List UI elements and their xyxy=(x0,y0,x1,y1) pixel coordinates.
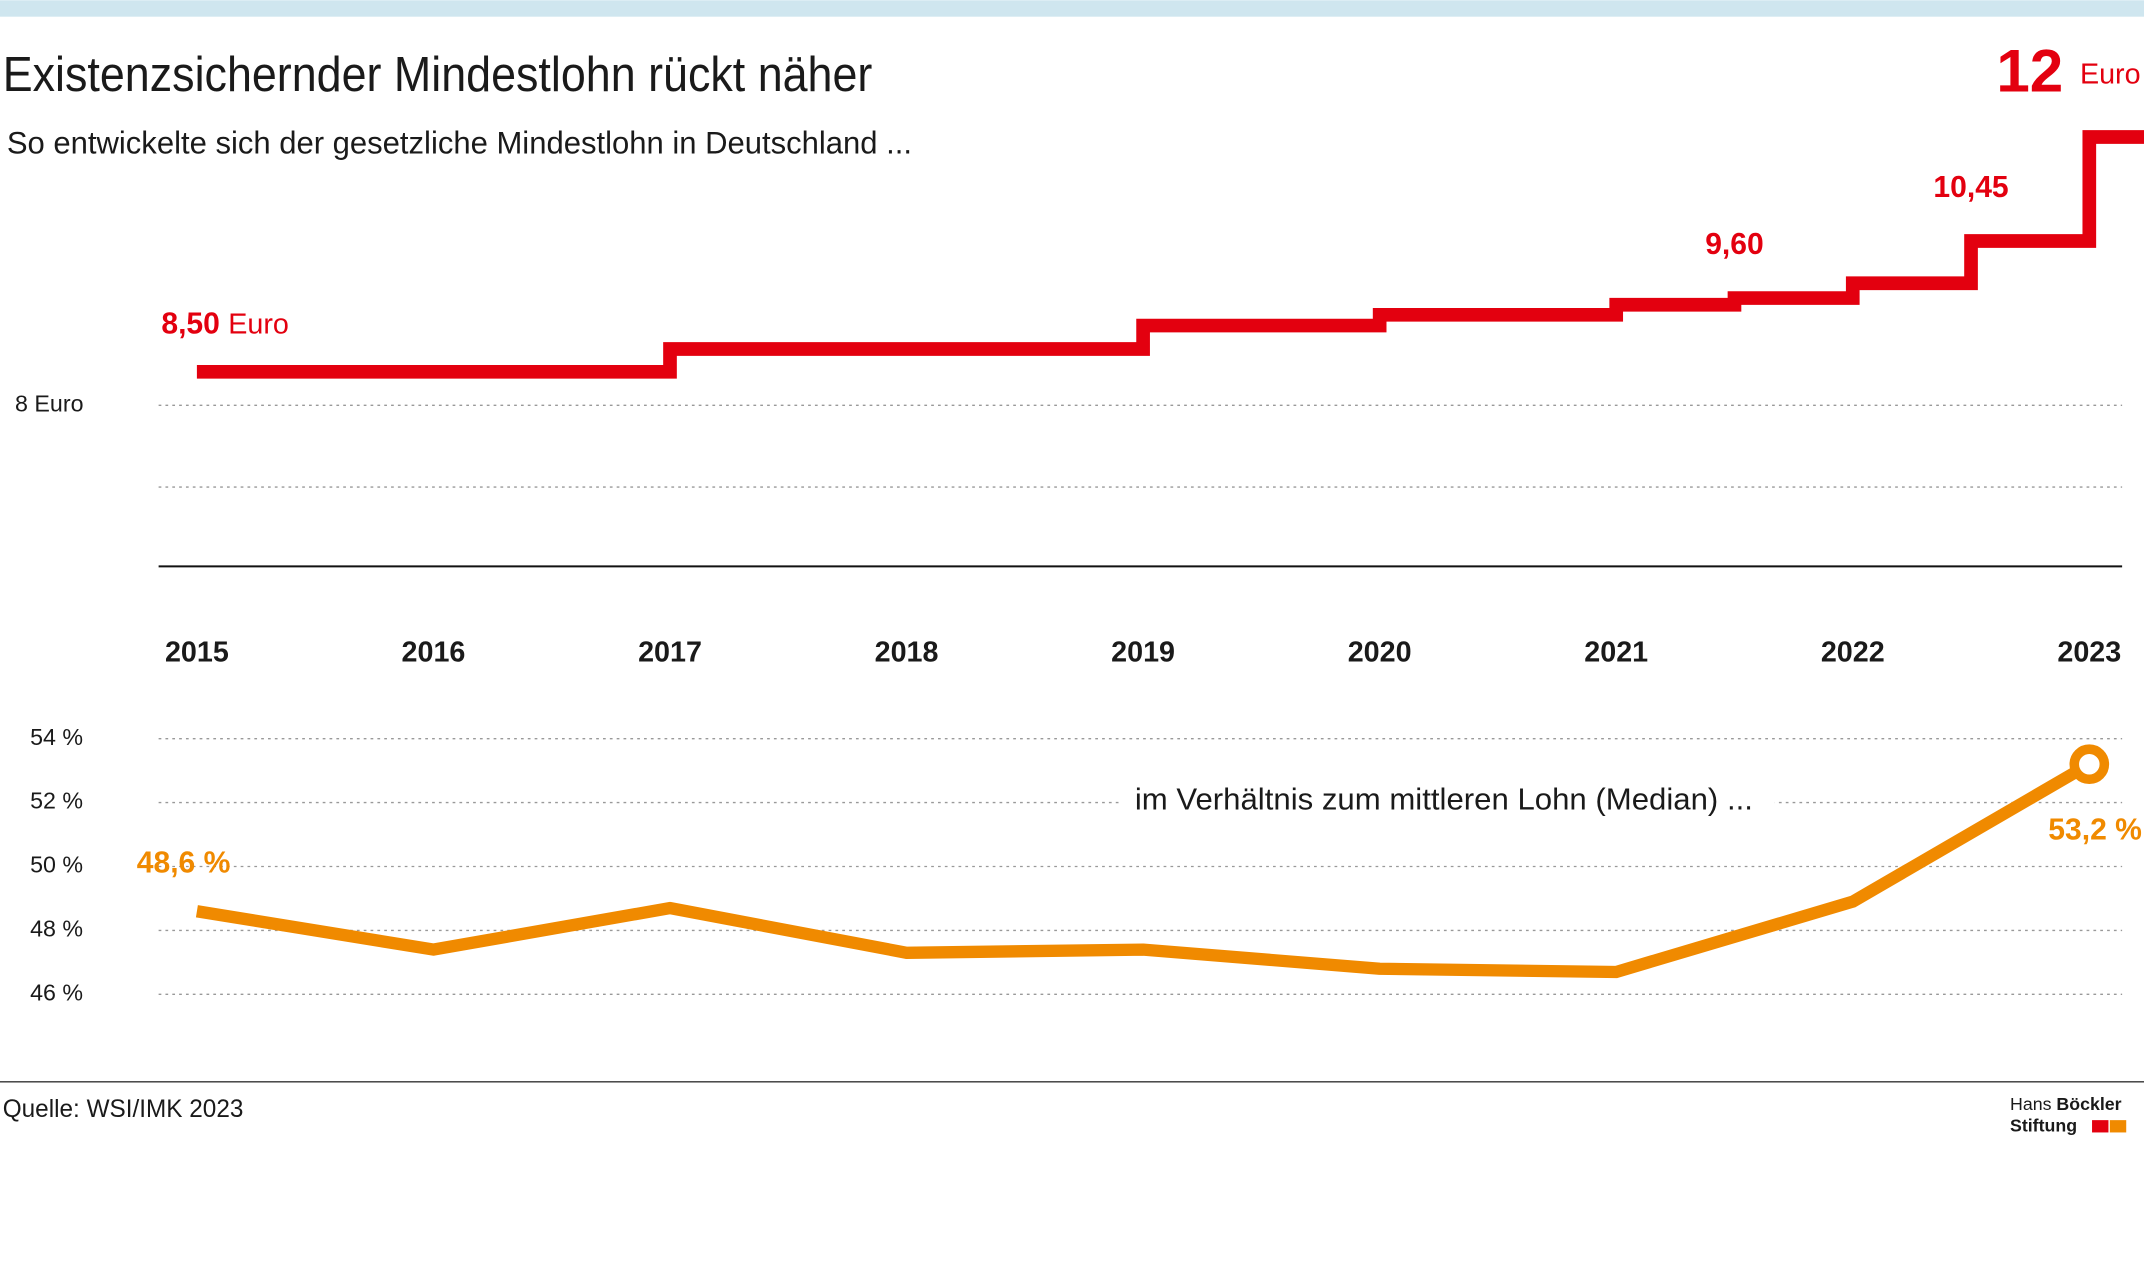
value-label: 8,50 Euro xyxy=(161,307,289,340)
source: Quelle: WSI/IMK 2023 xyxy=(3,1096,244,1123)
value-label: 53,2 % xyxy=(2048,814,2142,847)
y-tick-label: 46 % xyxy=(30,979,83,1005)
value-label: 48,6 % xyxy=(137,846,231,879)
logo-text: Hans xyxy=(2010,1094,2052,1114)
logo-text: Stiftung xyxy=(2010,1116,2077,1136)
end-marker xyxy=(2069,744,2110,785)
top-band xyxy=(0,0,2144,17)
y-tick-label: 54 % xyxy=(30,724,83,750)
x-tick-label: 2020 xyxy=(1348,636,1412,668)
chart-subtitle: So entwickelte sich der gesetzliche Mind… xyxy=(7,126,912,161)
line xyxy=(195,758,2093,979)
unit-label: Euro xyxy=(2080,58,2141,90)
y-tick-label: 8 Euro xyxy=(15,391,83,417)
logo: Hans Böckler Stiftung xyxy=(2010,1094,2127,1136)
value-label: 9,60 xyxy=(1705,228,1764,261)
logo-text: Hans Böckler xyxy=(2010,1094,2122,1114)
value-label: 48,6 % xyxy=(137,846,231,879)
line xyxy=(196,130,2144,379)
value-label: 9,60 xyxy=(1705,228,1764,261)
x-tick-label: 2017 xyxy=(638,636,702,668)
x-tick-label: 2022 xyxy=(1821,636,1885,668)
x-tick-label: 2023 xyxy=(2057,636,2121,668)
logo-mark xyxy=(2109,1120,2127,1133)
value-label: 10,45 xyxy=(1933,171,2008,204)
chart-title: Existenzsichernder Mindestlohn rückt näh… xyxy=(3,47,873,102)
x-tick-label: 2018 xyxy=(875,636,939,668)
annotation: im Verhältnis zum mittleren Lohn (Median… xyxy=(1135,784,1753,817)
y-tick-label: 50 % xyxy=(30,852,83,878)
x-tick-label: 2019 xyxy=(1111,636,1175,668)
unit-label: Euro xyxy=(228,308,289,340)
y-tick-label: 48 % xyxy=(30,916,83,942)
logo-text: Böckler xyxy=(2056,1094,2121,1114)
x-tick-label: 2015 xyxy=(165,636,229,668)
value-label: 12 Euro xyxy=(1996,37,2140,104)
value-label: 10,45 xyxy=(1933,171,2008,204)
value-label: 12 xyxy=(1996,37,2063,104)
x-tick-label: 2021 xyxy=(1584,636,1648,668)
x-tick-label: 2016 xyxy=(402,636,466,668)
logo-mark xyxy=(2092,1120,2109,1133)
annotation-bg xyxy=(1121,779,1775,824)
y-tick-label: 52 % xyxy=(30,788,83,814)
value-label: 8,50 xyxy=(161,307,220,340)
value-label: 53,2 % xyxy=(2048,814,2142,847)
